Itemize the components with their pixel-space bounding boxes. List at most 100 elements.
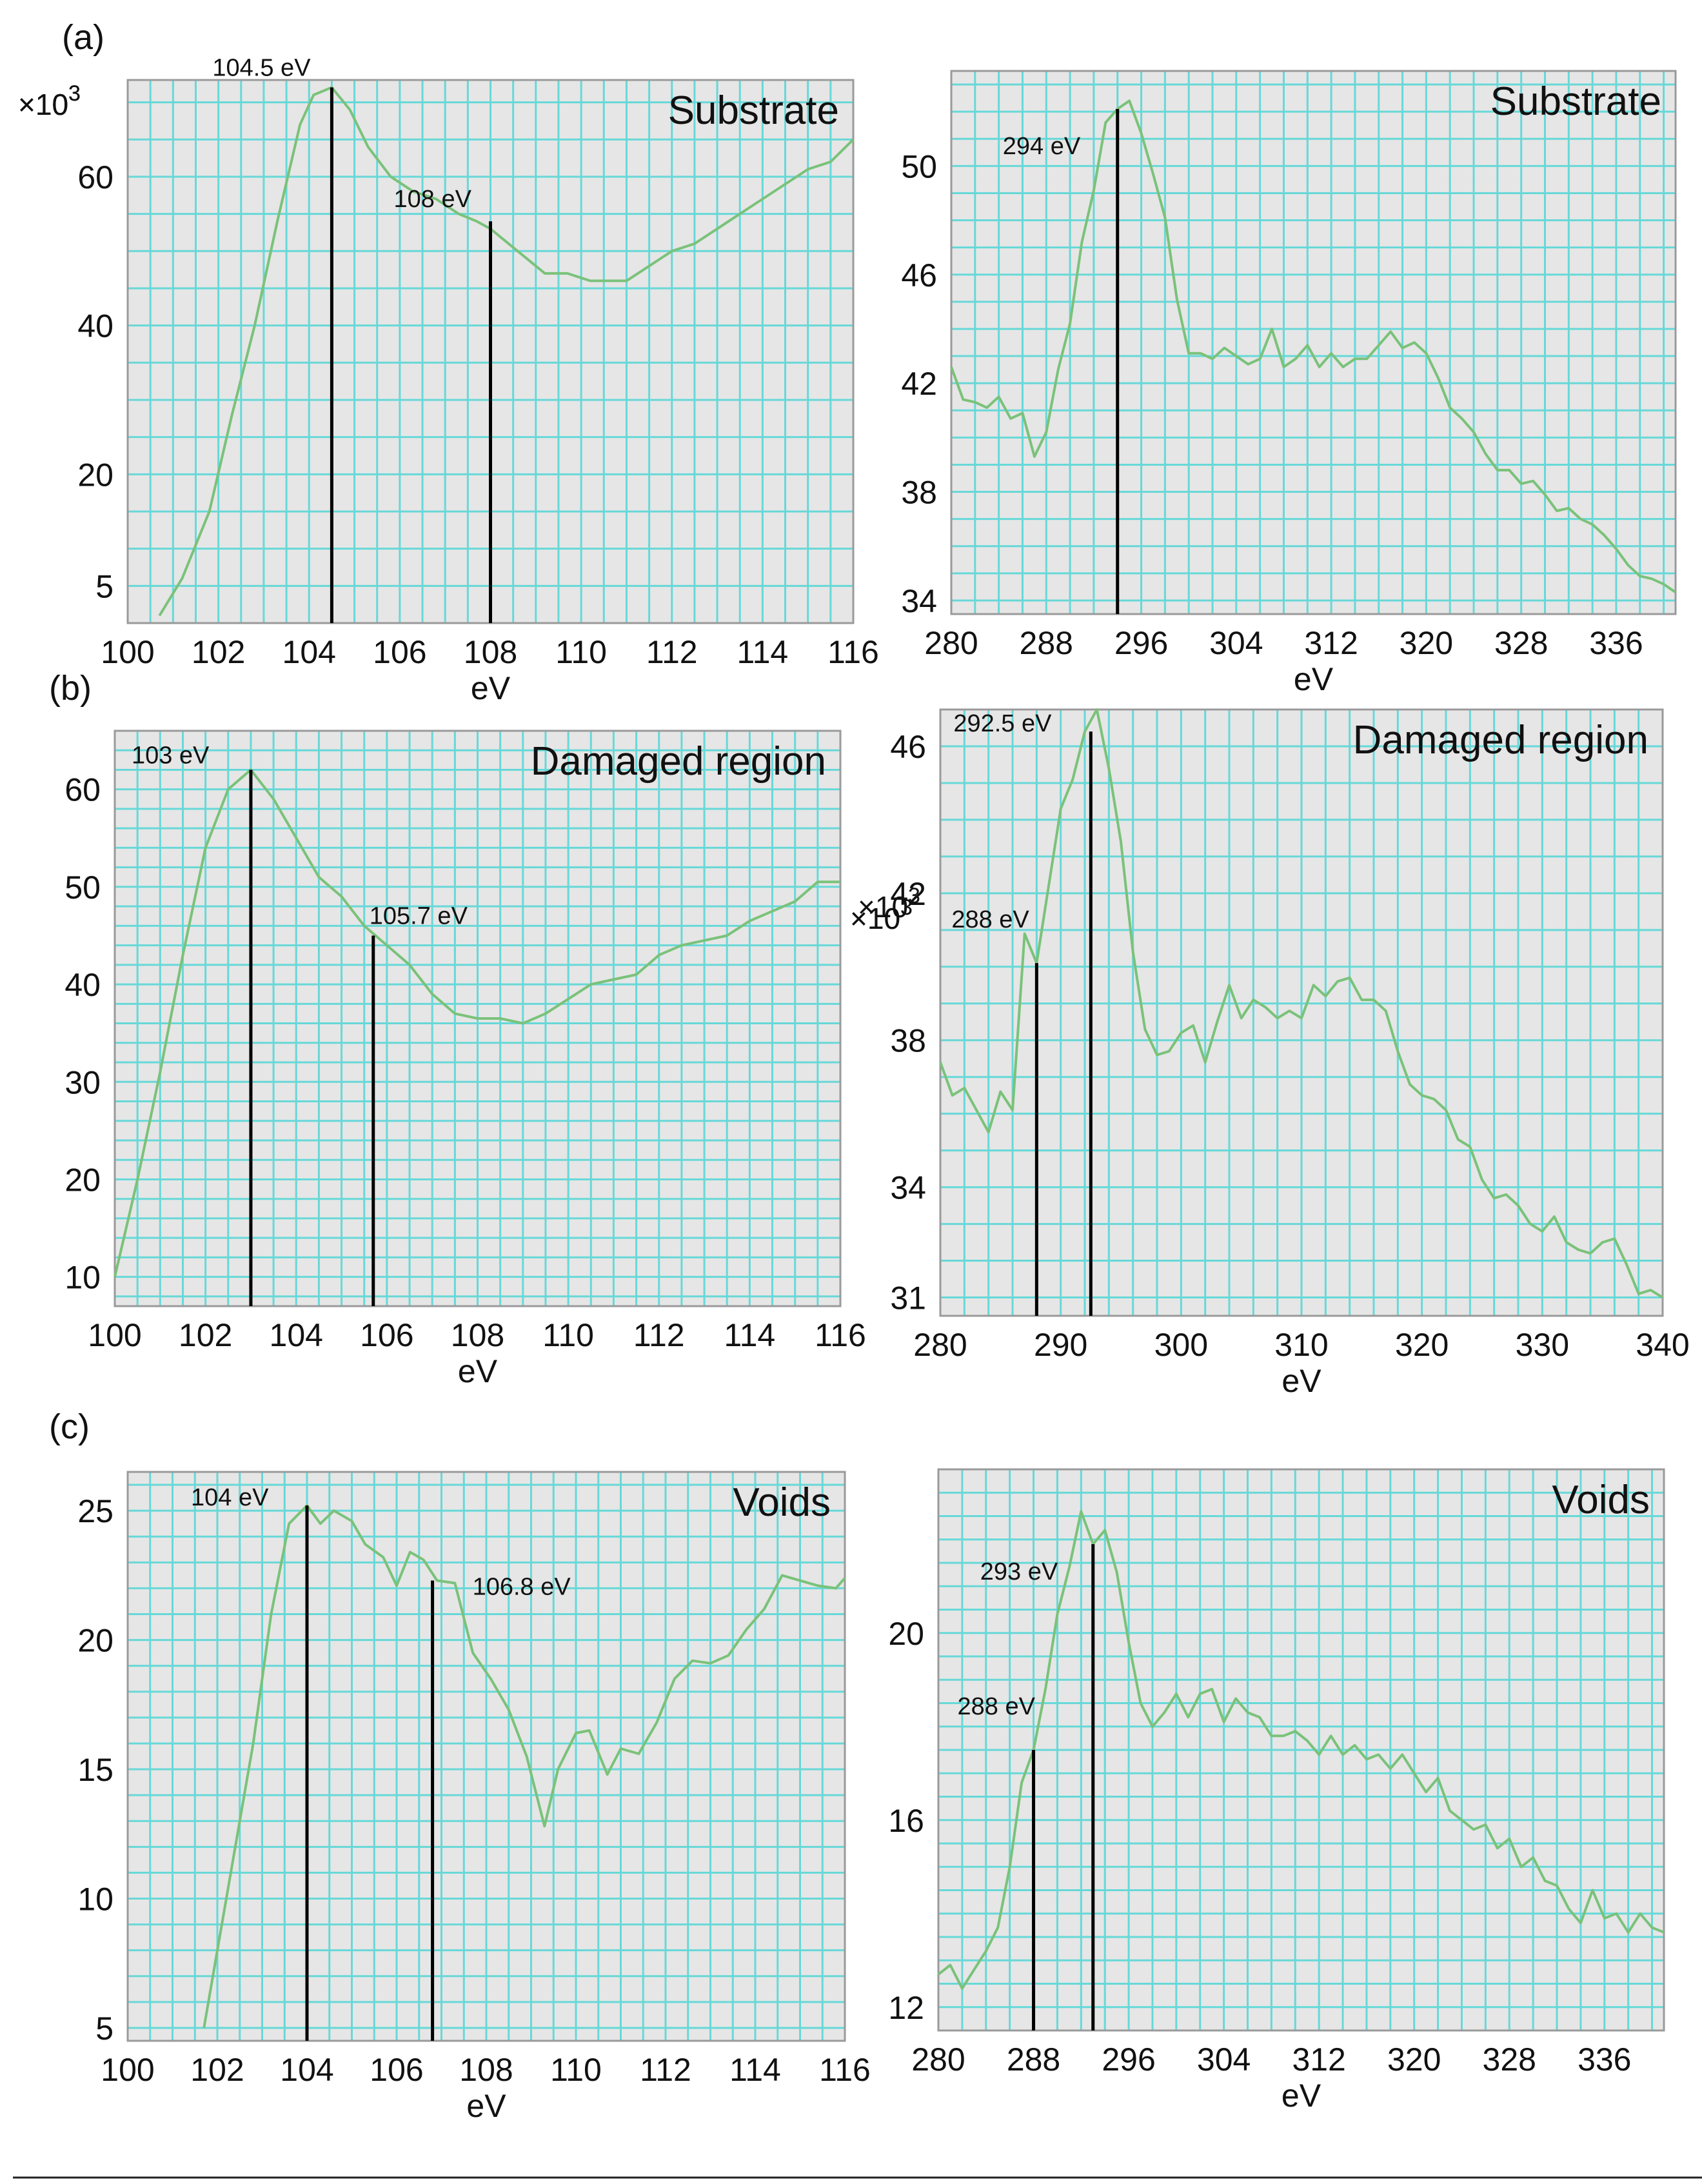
chart-6: 280 288 296 304 312 320 328 336 12 16 20 eV ×103 Void… <box>850 895 1665 2114</box>
x-tick-label: 340 <box>1636 1327 1689 1363</box>
spectrum-line <box>114 768 840 1278</box>
peak-annotation-label: 108 eV <box>394 186 472 213</box>
y-multiplier-base: ×10 <box>850 902 900 935</box>
x-tick-label: 330 <box>1516 1327 1569 1363</box>
chart-title: Damaged region <box>531 739 826 784</box>
plot-area <box>951 71 1676 614</box>
y-tick-label: 34 <box>901 583 937 619</box>
spectrum-line <box>158 86 855 617</box>
y-tick-label: 40 <box>64 967 101 1003</box>
y-tick-label: 20 <box>77 1623 114 1659</box>
peak-annotation-label: 104 eV <box>191 1484 269 1511</box>
x-tick-label: 108 <box>459 2052 513 2088</box>
x-tick-label: 328 <box>1494 625 1548 661</box>
x-tick-label: 288 <box>1020 625 1073 661</box>
x-tick-label: 320 <box>1395 1327 1449 1363</box>
chart-3: 100 102 104 106 108 110 112 114 116 10 20 30 40 50 60 e… <box>18 81 866 1389</box>
y-multiplier-base: ×10 <box>850 902 900 935</box>
y-multiplier-exponent: 3 <box>908 884 920 908</box>
y-tick-label: 31 <box>890 1280 926 1316</box>
chart-title: Voids <box>1552 1478 1650 1522</box>
y-tick-label: 42 <box>901 366 937 402</box>
y-multiplier-base: ×10 <box>18 88 68 121</box>
x-tick-label: 114 <box>729 2052 781 2088</box>
x-tick-label: 100 <box>101 2052 154 2088</box>
y-tick-label: 60 <box>64 772 101 808</box>
y-multiplier-exponent: 3 <box>900 895 913 920</box>
x-tick-label: 296 <box>1114 625 1168 661</box>
x-tick-label: 280 <box>911 2041 965 2078</box>
x-tick-label: 296 <box>1102 2041 1155 2078</box>
x-tick-label: 300 <box>1154 1327 1208 1363</box>
spectrum-line <box>937 1510 1665 1990</box>
y-tick-label: 20 <box>64 1162 101 1198</box>
x-tick-label: 100 <box>101 634 154 670</box>
panel-label: (a) <box>62 18 104 57</box>
x-tick-label: 320 <box>1400 625 1453 661</box>
y-tick-label: 5 <box>95 2010 114 2047</box>
y-tick-label: 12 <box>888 1990 924 2026</box>
x-tick-label: 336 <box>1578 2041 1631 2078</box>
y-tick-label: 20 <box>77 457 114 493</box>
y-multiplier: ×103 <box>18 81 81 121</box>
y-multiplier: ×103 <box>18 81 81 121</box>
x-tick-label: 104 <box>282 634 336 670</box>
x-tick-label: 328 <box>1483 2041 1536 2078</box>
x-tick-label: 112 <box>646 634 698 670</box>
spectrum-line <box>950 99 1677 593</box>
y-tick-label: 42 <box>890 876 926 912</box>
x-tick-label: 304 <box>1197 2041 1251 2078</box>
y-multiplier-base: ×10 <box>18 88 68 121</box>
x-tick-label: 100 <box>88 1317 141 1353</box>
x-axis-label: eV <box>471 670 511 706</box>
x-tick-label: 106 <box>373 634 426 670</box>
peak-annotation-label: 293 eV <box>980 1558 1058 1585</box>
y-multiplier-exponent: 3 <box>68 81 81 106</box>
x-tick-label: 116 <box>819 2052 871 2088</box>
chart-2: 280 288 296 304 312 320 328 336 34 38 42 46 50 eV ×103… <box>858 70 1677 924</box>
x-tick-label: 312 <box>1304 625 1358 661</box>
peak-annotation-label: 288 eV <box>958 1693 1036 1720</box>
y-tick-label: 20 <box>888 1616 924 1652</box>
plot-frame <box>939 708 1664 1317</box>
y-multiplier-exponent: 3 <box>900 895 913 920</box>
chart-4: 280 290 300 310 320 330 3403134384246eV×103Dam… <box>850 708 1690 1399</box>
x-tick-label: 114 <box>737 634 789 670</box>
x-tick-label: 106 <box>370 2052 423 2088</box>
plot-frame <box>126 1471 846 2042</box>
y-tick-label: 15 <box>77 1752 114 1788</box>
chart-title: Voids <box>733 1480 831 1525</box>
y-tick-label: 16 <box>888 1803 924 1839</box>
x-tick-label: 106 <box>360 1317 413 1353</box>
peak-annotation-label: 294 eV <box>1003 133 1081 160</box>
spectrum-line <box>203 1504 846 2029</box>
x-tick-label: 102 <box>192 634 245 670</box>
y-multiplier-base: ×10 <box>858 890 908 924</box>
peak-annotation-label: 105.7 eV <box>370 902 468 929</box>
plot-frame <box>937 1468 1665 2032</box>
y-tick-label: 25 <box>77 1493 114 1529</box>
x-axis-label: eV <box>466 2088 506 2124</box>
x-tick-label: 110 <box>555 634 607 670</box>
x-tick-label: 280 <box>913 1327 967 1363</box>
panel-label: (c) <box>49 1407 90 1446</box>
x-tick-label: 104 <box>270 1317 323 1353</box>
y-tick-label: 46 <box>901 257 937 293</box>
plot-frame <box>950 70 1677 615</box>
x-tick-label: 104 <box>280 2052 333 2088</box>
peak-annotation-label: 288 eV <box>951 906 1029 933</box>
y-tick-label: 46 <box>890 729 926 765</box>
x-tick-label: 110 <box>542 1317 594 1353</box>
y-tick-label: 60 <box>77 159 114 195</box>
y-multiplier-base: ×10 <box>18 88 68 121</box>
peak-annotation-label: 103 eV <box>132 742 210 769</box>
x-tick-label: 304 <box>1209 625 1263 661</box>
x-tick-label: 280 <box>924 625 978 661</box>
chart-title: Substrate <box>1490 79 1661 124</box>
panel-label: (b) <box>49 669 92 708</box>
y-tick-label: 38 <box>901 475 937 511</box>
peak-annotation-label: 106.8 eV <box>473 1573 571 1600</box>
x-tick-label: 310 <box>1274 1327 1328 1363</box>
x-axis-label: eV <box>1281 1363 1321 1399</box>
